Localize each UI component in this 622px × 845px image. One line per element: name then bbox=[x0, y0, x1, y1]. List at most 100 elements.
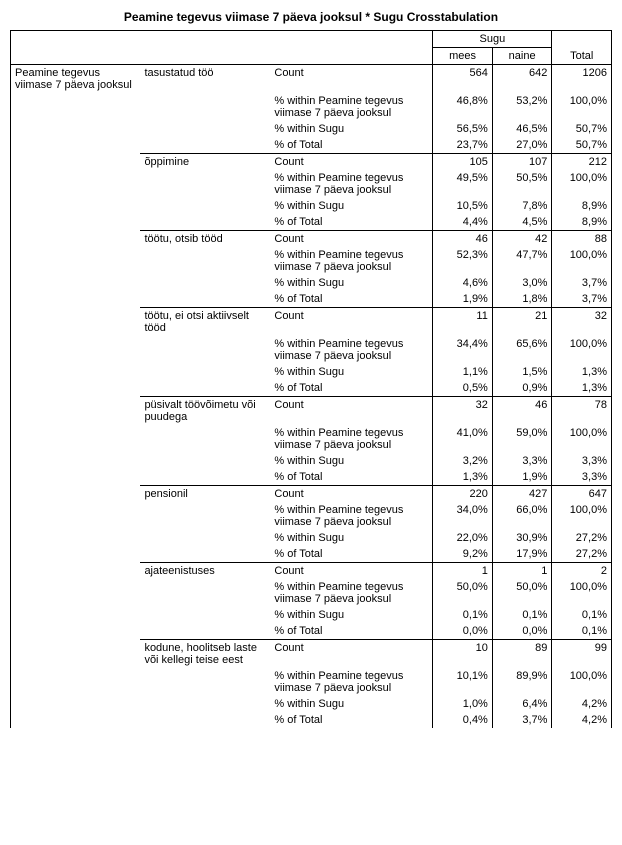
cell-value: 46 bbox=[433, 231, 493, 248]
cell-value: 647 bbox=[552, 486, 612, 503]
category-label: kodune, hoolitseb laste või kellegi teis… bbox=[140, 640, 270, 669]
cell-value: 4,5% bbox=[492, 214, 552, 231]
cell-value: 105 bbox=[433, 154, 493, 171]
cell-value: 46,5% bbox=[492, 121, 552, 137]
cell-value: 10,5% bbox=[433, 198, 493, 214]
row-group-label bbox=[11, 486, 141, 503]
cell-value: 1,9% bbox=[433, 291, 493, 308]
category-label bbox=[140, 170, 270, 198]
row-group-label bbox=[11, 137, 141, 154]
stat-label: % of Total bbox=[270, 712, 432, 728]
table-title: Peamine tegevus viimase 7 päeva jooksul … bbox=[10, 10, 612, 24]
row-group-label bbox=[11, 121, 141, 137]
cell-value: 220 bbox=[433, 486, 493, 503]
cell-value: 10,1% bbox=[433, 668, 493, 696]
row-group-label: Peamine tegevus viimase 7 päeva jooksul bbox=[11, 65, 141, 94]
cell-value: 6,4% bbox=[492, 696, 552, 712]
stat-label: % of Total bbox=[270, 546, 432, 563]
cell-value: 65,6% bbox=[492, 336, 552, 364]
stat-label: % within Peamine tegevus viimase 7 päeva… bbox=[270, 170, 432, 198]
row-group-label bbox=[11, 453, 141, 469]
stat-label: % within Sugu bbox=[270, 121, 432, 137]
cell-value: 50,7% bbox=[552, 137, 612, 154]
category-label bbox=[140, 502, 270, 530]
stat-label: % within Sugu bbox=[270, 607, 432, 623]
category-label bbox=[140, 453, 270, 469]
cell-value: 3,7% bbox=[552, 291, 612, 308]
row-group-label bbox=[11, 170, 141, 198]
cell-value: 17,9% bbox=[492, 546, 552, 563]
category-label: püsivalt töövõimetu või puudega bbox=[140, 397, 270, 426]
cell-value: 89,9% bbox=[492, 668, 552, 696]
row-group-label bbox=[11, 425, 141, 453]
cell-value: 642 bbox=[492, 65, 552, 94]
cell-value: 100,0% bbox=[552, 502, 612, 530]
stat-label: % within Peamine tegevus viimase 7 päeva… bbox=[270, 336, 432, 364]
cell-value: 52,3% bbox=[433, 247, 493, 275]
stat-label: % within Sugu bbox=[270, 530, 432, 546]
cell-value: 10 bbox=[433, 640, 493, 669]
stat-label: Count bbox=[270, 154, 432, 171]
category-label bbox=[140, 425, 270, 453]
category-label bbox=[140, 579, 270, 607]
cell-value: 59,0% bbox=[492, 425, 552, 453]
stat-label: % within Peamine tegevus viimase 7 päeva… bbox=[270, 579, 432, 607]
stat-label: % within Peamine tegevus viimase 7 päeva… bbox=[270, 502, 432, 530]
cell-value: 88 bbox=[552, 231, 612, 248]
header-blank bbox=[11, 48, 141, 65]
cell-value: 0,1% bbox=[492, 607, 552, 623]
row-group-label bbox=[11, 469, 141, 486]
row-group-label bbox=[11, 380, 141, 397]
category-label bbox=[140, 336, 270, 364]
category-label bbox=[140, 530, 270, 546]
cell-value: 100,0% bbox=[552, 668, 612, 696]
row-group-label bbox=[11, 623, 141, 640]
cell-value: 50,7% bbox=[552, 121, 612, 137]
stat-label: % within Sugu bbox=[270, 696, 432, 712]
cell-value: 107 bbox=[492, 154, 552, 171]
row-group-label bbox=[11, 640, 141, 669]
header-blank bbox=[140, 31, 270, 48]
stat-label: % of Total bbox=[270, 291, 432, 308]
cell-value: 22,0% bbox=[433, 530, 493, 546]
cell-value: 0,9% bbox=[492, 380, 552, 397]
cell-value: 0,0% bbox=[433, 623, 493, 640]
row-group-label bbox=[11, 247, 141, 275]
stat-label: % within Sugu bbox=[270, 198, 432, 214]
category-label bbox=[140, 668, 270, 696]
stat-label: % within Sugu bbox=[270, 275, 432, 291]
stat-label: % within Peamine tegevus viimase 7 päeva… bbox=[270, 247, 432, 275]
row-group-label bbox=[11, 231, 141, 248]
cell-value: 1 bbox=[492, 563, 552, 580]
category-label bbox=[140, 198, 270, 214]
cell-value: 100,0% bbox=[552, 247, 612, 275]
row-group-label bbox=[11, 668, 141, 696]
cell-value: 1,3% bbox=[552, 364, 612, 380]
cell-value: 99 bbox=[552, 640, 612, 669]
cell-value: 30,9% bbox=[492, 530, 552, 546]
cell-value: 49,5% bbox=[433, 170, 493, 198]
row-group-label bbox=[11, 291, 141, 308]
cell-value: 89 bbox=[492, 640, 552, 669]
category-label: pensionil bbox=[140, 486, 270, 503]
stat-label: % within Sugu bbox=[270, 364, 432, 380]
row-group-label bbox=[11, 607, 141, 623]
cell-value: 564 bbox=[433, 65, 493, 94]
stat-label: % of Total bbox=[270, 623, 432, 640]
cell-value: 100,0% bbox=[552, 336, 612, 364]
header-blank bbox=[140, 48, 270, 65]
category-label bbox=[140, 380, 270, 397]
header-blank bbox=[270, 31, 432, 48]
cell-value: 0,1% bbox=[552, 623, 612, 640]
cell-value: 34,4% bbox=[433, 336, 493, 364]
cell-value: 100,0% bbox=[552, 425, 612, 453]
cell-value: 1,3% bbox=[433, 469, 493, 486]
cell-value: 50,0% bbox=[492, 579, 552, 607]
cell-value: 32 bbox=[433, 397, 493, 426]
cell-value: 23,7% bbox=[433, 137, 493, 154]
row-group-label bbox=[11, 214, 141, 231]
cell-value: 1,0% bbox=[433, 696, 493, 712]
row-group-label bbox=[11, 308, 141, 337]
stat-label: Count bbox=[270, 308, 432, 337]
cell-value: 3,7% bbox=[552, 275, 612, 291]
